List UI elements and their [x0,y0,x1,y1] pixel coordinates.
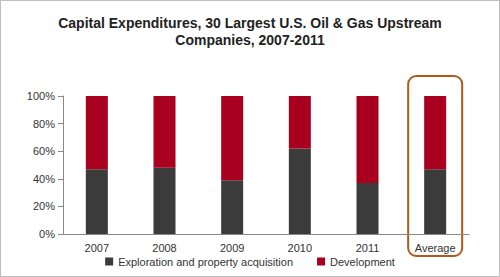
svg-text:60%: 60% [33,145,55,157]
svg-text:Capital Expenditures, 30 Large: Capital Expenditures, 30 Largest U.S. Oi… [58,15,442,31]
svg-text:0%: 0% [39,228,55,240]
svg-text:2009: 2009 [220,242,244,254]
svg-text:Companies, 2007-2011: Companies, 2007-2011 [175,32,325,48]
svg-text:Average: Average [415,242,456,254]
svg-text:2007: 2007 [85,242,109,254]
svg-text:20%: 20% [33,200,55,212]
svg-text:2011: 2011 [356,242,380,254]
svg-text:Exploration and property acqui: Exploration and property acquisition [118,256,293,268]
svg-text:40%: 40% [33,173,55,185]
svg-text:Development: Development [330,256,395,268]
svg-text:80%: 80% [33,118,55,130]
svg-text:100%: 100% [27,90,55,102]
svg-text:2008: 2008 [152,242,176,254]
svg-text:2010: 2010 [288,242,312,254]
